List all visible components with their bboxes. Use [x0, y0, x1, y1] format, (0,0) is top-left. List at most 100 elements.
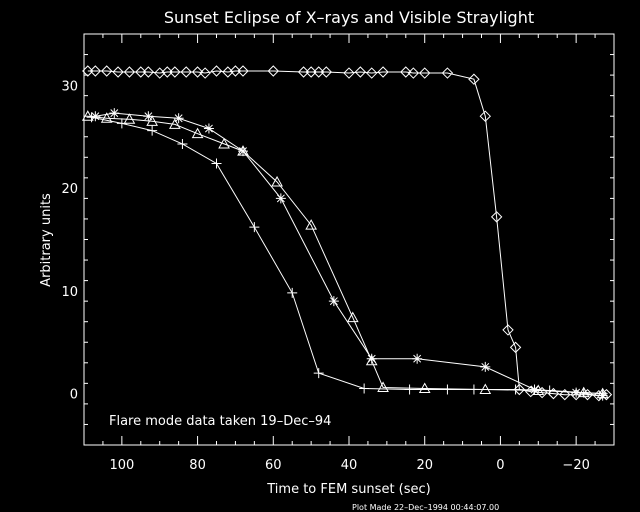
- plus-marker: [211, 158, 222, 169]
- triangle-marker: [418, 382, 431, 393]
- asterisk-marker: [143, 111, 154, 122]
- triangle-marker: [271, 175, 283, 187]
- series-line-diamond: [87, 70, 607, 397]
- x-tick-label: −20: [562, 458, 589, 473]
- diamond-marker: [101, 65, 113, 77]
- diamond-marker: [237, 65, 249, 77]
- diamond-marker: [407, 67, 420, 79]
- diamond-marker: [320, 66, 332, 78]
- series-line-plus: [91, 116, 603, 395]
- x-axis-label: Time to FEM sunset (sec): [266, 482, 430, 497]
- diamond-marker: [559, 388, 571, 401]
- triangle-marker: [218, 137, 230, 149]
- x-tick-label: 40: [341, 458, 358, 473]
- plus-marker: [287, 287, 298, 298]
- diamond-marker: [377, 66, 389, 78]
- series-triangle: [81, 110, 609, 399]
- y-axis-label: Arbitrary units: [39, 193, 54, 287]
- diamond-marker: [210, 65, 223, 77]
- diamond-marker: [479, 110, 491, 122]
- diamond-marker: [305, 66, 317, 78]
- plus-marker: [147, 125, 158, 136]
- x-axis: 100 80 60 40 20 0 −20: [83, 34, 615, 473]
- diamond-marker: [142, 66, 155, 78]
- asterisk-marker: [275, 193, 286, 204]
- diamond-marker: [123, 66, 136, 78]
- asterisk-marker: [203, 123, 214, 134]
- y-tick-label: 30: [61, 79, 78, 94]
- diamond-marker: [161, 66, 173, 78]
- diamond-marker: [199, 67, 211, 79]
- triangle-marker: [100, 112, 113, 123]
- diamond-marker: [229, 65, 242, 77]
- series-line-triangle: [87, 115, 603, 395]
- diamond-marker: [468, 73, 480, 85]
- diamond-marker: [490, 211, 503, 223]
- asterisk-marker: [173, 113, 184, 124]
- chart-title: Sunset Eclipse of X–rays and Visible Str…: [164, 8, 534, 27]
- plus-marker: [544, 385, 555, 396]
- plus-marker: [442, 384, 453, 395]
- triangle-marker: [81, 110, 94, 121]
- asterisk-marker: [109, 108, 120, 119]
- diamond-marker: [82, 65, 94, 77]
- asterisk-marker: [366, 353, 377, 364]
- plus-marker: [468, 384, 479, 395]
- series-plus: [86, 112, 608, 399]
- triangle-marker: [377, 381, 389, 392]
- plus-marker: [116, 118, 127, 129]
- diamond-marker: [112, 66, 124, 78]
- triangle-marker: [305, 219, 317, 230]
- x-tick-label: 80: [189, 458, 206, 473]
- diamond-marker: [509, 341, 522, 354]
- diamond-marker: [366, 67, 378, 79]
- triangle-marker: [169, 118, 181, 129]
- series-diamond: [82, 65, 613, 402]
- triangle-marker: [191, 127, 204, 139]
- plot-made-footer: Plot Made 22–Dec–1994 00:44:07.00: [352, 503, 499, 512]
- asterisk-marker: [328, 296, 339, 307]
- plus-marker: [597, 388, 608, 399]
- plus-marker: [578, 387, 589, 398]
- diamond-marker: [169, 66, 181, 78]
- plus-marker: [86, 112, 97, 123]
- diamond-marker: [419, 67, 431, 79]
- y-tick-label: 0: [70, 388, 78, 403]
- diamond-marker: [441, 67, 454, 79]
- x-tick-label: 100: [109, 458, 134, 473]
- diamond-marker: [191, 66, 204, 78]
- triangle-marker: [365, 354, 378, 366]
- plus-marker: [404, 384, 415, 395]
- x-tick-label: 0: [496, 458, 504, 473]
- asterisk-marker: [90, 111, 101, 122]
- x-tick-label: 20: [416, 458, 433, 473]
- y-tick-label: 10: [61, 285, 78, 300]
- series-asterisk: [90, 108, 608, 401]
- y-tick-label: 20: [61, 182, 78, 197]
- diamond-marker: [343, 67, 355, 79]
- diamond-marker: [89, 65, 102, 77]
- x-tick-label: 60: [265, 458, 282, 473]
- diamond-marker: [354, 66, 367, 78]
- triangle-marker: [237, 145, 249, 156]
- diamond-marker: [297, 66, 310, 78]
- plus-marker: [249, 222, 260, 233]
- asterisk-marker: [529, 384, 540, 395]
- diamond-marker: [400, 66, 412, 78]
- diamond-marker: [135, 66, 147, 78]
- series-line-asterisk: [95, 112, 603, 397]
- triangle-marker: [346, 311, 359, 323]
- y-axis: 0 10 20 30: [61, 33, 614, 446]
- asterisk-marker: [412, 353, 423, 364]
- plus-marker: [359, 383, 370, 394]
- plus-marker: [510, 384, 521, 395]
- triangle-marker: [123, 113, 136, 124]
- flare-mode-annotation: Flare mode data taken 19–Dec–94: [109, 414, 331, 429]
- triangle-marker: [146, 115, 158, 126]
- asterisk-marker: [480, 361, 491, 372]
- plus-marker: [313, 368, 324, 379]
- diamond-marker: [180, 66, 192, 78]
- diamond-marker: [313, 66, 325, 78]
- diamond-marker: [267, 65, 279, 77]
